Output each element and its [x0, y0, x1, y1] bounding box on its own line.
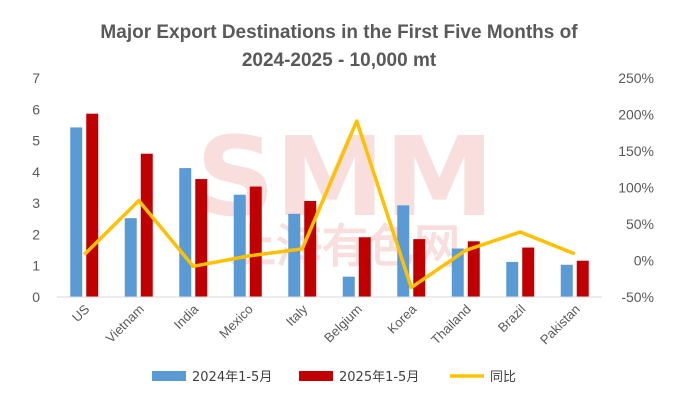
left-tick-label: 1	[32, 258, 40, 274]
left-tick-label: 5	[32, 133, 40, 149]
bar-2024	[124, 218, 137, 297]
yoy-line	[83, 119, 576, 290]
right-tick-label: 50%	[626, 216, 654, 232]
left-tick-label: 2	[32, 226, 40, 242]
bar-2024	[179, 168, 192, 297]
category-label: Italy	[283, 301, 311, 329]
bar-2025	[195, 179, 208, 297]
bar-2024	[506, 261, 519, 297]
right-axis: -50% 0% 50% 100% 150% 200% 250%	[618, 70, 654, 305]
bar-2025	[249, 186, 262, 297]
left-tick-label: 4	[32, 164, 40, 180]
bar-2024	[560, 264, 573, 297]
category-label: Pakistan	[537, 302, 583, 348]
chart-title-line-2: 2024-2025 - 10,000 mt	[242, 50, 437, 71]
bar-2024	[70, 127, 83, 297]
bar-2025	[576, 260, 589, 297]
left-tick-label: 0	[32, 289, 40, 305]
legend-swatch	[299, 371, 333, 381]
bar-2025	[358, 237, 371, 297]
bar-2025	[413, 239, 426, 297]
right-tick-label: 100%	[618, 180, 654, 196]
left-tick-label: 6	[32, 101, 40, 117]
bar-2024	[288, 213, 301, 297]
left-tick-label: 3	[32, 195, 40, 211]
watermark-chinese: 上海有色网	[230, 219, 460, 273]
category-label: India	[171, 301, 202, 332]
legend-label: 2025年1-5月	[339, 370, 419, 385]
left-axis: 0 1 2 3 4 5 6 7	[32, 70, 40, 305]
right-tick-label: 150%	[618, 143, 654, 159]
legend-label: 2024年1-5月	[192, 370, 272, 385]
bar-2025	[467, 241, 480, 297]
left-tick-label: 7	[32, 70, 40, 86]
bar-series	[70, 113, 589, 297]
category-label: Mexico	[216, 302, 256, 342]
right-tick-label: -50%	[621, 289, 654, 305]
category-labels: US Vietnam India Mexico Italy Belgium Korea Tha…	[69, 301, 583, 347]
bar-2025	[86, 113, 99, 297]
legend-swatch	[152, 371, 186, 381]
category-label: Vietnam	[103, 302, 147, 346]
right-tick-label: 0%	[634, 253, 654, 269]
category-label: Belgium	[321, 302, 365, 346]
bar-2024	[342, 276, 355, 297]
legend-label: 同比	[490, 370, 516, 385]
category-label: Brazil	[495, 301, 529, 335]
bar-2024	[233, 194, 246, 297]
bar-2025	[304, 200, 317, 297]
category-label: Thailand	[428, 302, 474, 348]
right-tick-label: 200%	[618, 107, 654, 123]
bar-2024	[451, 248, 464, 297]
bar-2025	[522, 247, 535, 297]
right-tick-label: 250%	[618, 70, 654, 86]
bar-2025	[140, 153, 153, 297]
line-series	[83, 119, 576, 290]
category-label: Korea	[384, 301, 420, 337]
category-label: US	[69, 301, 93, 325]
legend: 2024年1-5月 2025年1-5月 同比	[152, 370, 516, 385]
chart-title-line-1: Major Export Destinations in the First F…	[100, 22, 578, 43]
